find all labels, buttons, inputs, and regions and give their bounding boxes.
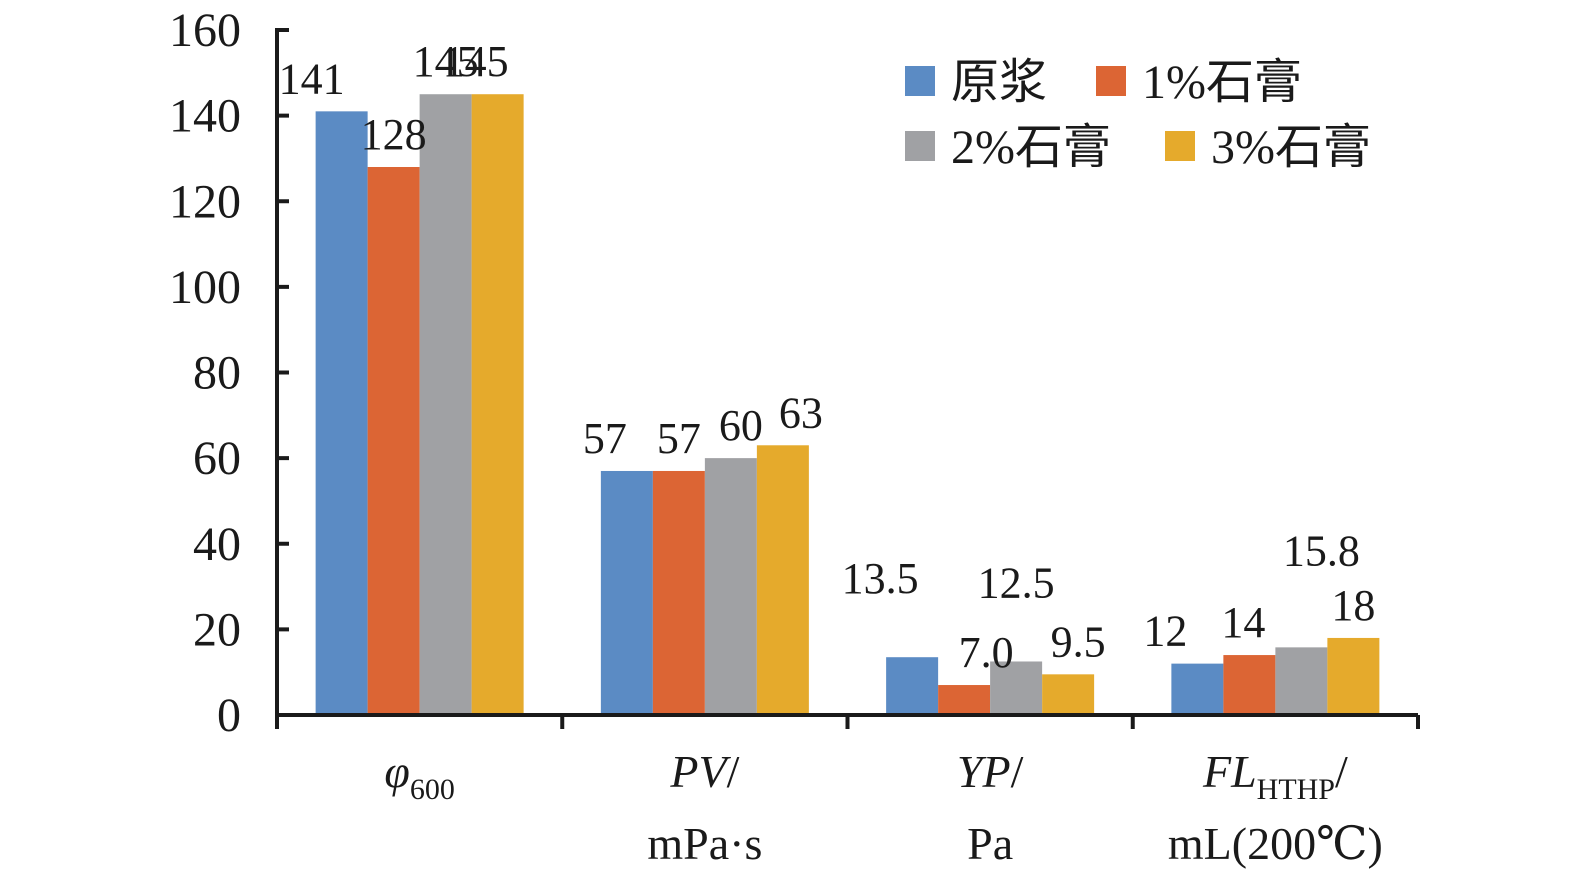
category-label-yp-line-2: Pa	[967, 818, 1013, 869]
legend-label-series-2: 1%石膏	[1142, 56, 1302, 109]
y-tick-label: 100	[169, 261, 241, 314]
legend: 原浆 1%石膏 2%石膏 3%石膏	[905, 56, 1371, 174]
bar-fl-series-2	[1223, 655, 1276, 715]
y-tick-label: 20	[193, 603, 241, 656]
legend-swatch-series-4	[1165, 131, 1195, 161]
data-label-phi600-series-3: 145	[413, 37, 479, 86]
data-label-phi600-series-2: 128	[361, 110, 427, 159]
data-label-yp-series-3: 12.5	[978, 558, 1055, 607]
bar-pv-series-4	[756, 445, 809, 715]
data-label-yp-series-4: 9.5	[1051, 617, 1106, 666]
category-label-fl-line-1: FLHTHP/	[1202, 746, 1348, 806]
legend-label-series-4: 3%石膏	[1211, 121, 1371, 174]
bar-yp-series-1	[886, 657, 939, 715]
bar-pv-series-3	[704, 458, 757, 715]
bar-phi600-series-3	[419, 94, 472, 715]
legend-label-series-1: 原浆	[951, 56, 1047, 109]
legend-swatch-series-3	[905, 131, 935, 161]
data-label-pv-series-1: 57	[583, 414, 627, 463]
axes-layer	[275, 28, 1420, 729]
data-label-pv-series-2: 57	[657, 414, 701, 463]
data-label-fl-series-3: 15.8	[1283, 526, 1360, 575]
bar-pv-series-1	[600, 470, 653, 715]
data-label-yp-series-1: 13.5	[842, 554, 919, 603]
legend-label-series-3: 2%石膏	[951, 121, 1111, 174]
y-tick-labels: 0 20 40 60 80 100 120 140 160	[169, 4, 241, 742]
y-tick-label: 80	[193, 347, 241, 400]
data-label-phi600-series-1: 141	[279, 54, 345, 103]
y-tick-label: 160	[169, 4, 241, 57]
data-labels: 141 57 13.5 12 128 57 7.0 14 145 60 12.5 15.8 145 63 9…	[279, 37, 1376, 677]
data-label-fl-series-4: 18	[1331, 581, 1375, 630]
data-label-pv-series-4: 63	[779, 388, 823, 437]
y-tick-label: 120	[169, 175, 241, 228]
data-label-fl-series-1: 12	[1143, 607, 1187, 656]
legend-swatch-series-2	[1096, 66, 1126, 96]
category-labels: φ600 PV/mPa·s YP/Pa FLHTHP/mL(200℃)	[384, 746, 1382, 869]
bar-fl-series-1	[1171, 663, 1224, 715]
bar-phi600-series-4	[471, 94, 524, 715]
legend-swatch-series-1	[905, 66, 935, 96]
data-label-fl-series-2: 14	[1221, 598, 1265, 647]
bar-yp-series-3	[990, 661, 1043, 715]
data-label-phi600-series-4: 145	[443, 37, 509, 86]
bars-layer	[315, 94, 1380, 715]
data-label-yp-series-2: 7.0	[959, 628, 1014, 677]
bar-phi600-series-2	[367, 167, 420, 715]
bar-fl-series-4	[1327, 637, 1380, 715]
category-label-fl-line-2: mL(200℃)	[1168, 818, 1383, 869]
bar-yp-series-4	[1042, 674, 1095, 715]
category-label-yp-line-1: YP/	[957, 746, 1024, 797]
data-label-pv-series-3: 60	[719, 401, 763, 450]
category-label-pv-line-1: PV/	[669, 746, 739, 797]
bar-phi600-series-1	[315, 111, 368, 715]
bar-yp-series-2	[938, 685, 991, 715]
category-label-pv-line-2: mPa·s	[647, 818, 762, 869]
y-tick-label: 140	[169, 90, 241, 143]
category-label-phi600-line-1: φ600	[384, 746, 454, 806]
bar-fl-series-3	[1275, 647, 1328, 715]
bar-pv-series-2	[652, 470, 705, 715]
y-tick-label: 60	[193, 432, 241, 485]
y-tick-label: 0	[217, 689, 241, 742]
y-tick-label: 40	[193, 518, 241, 571]
